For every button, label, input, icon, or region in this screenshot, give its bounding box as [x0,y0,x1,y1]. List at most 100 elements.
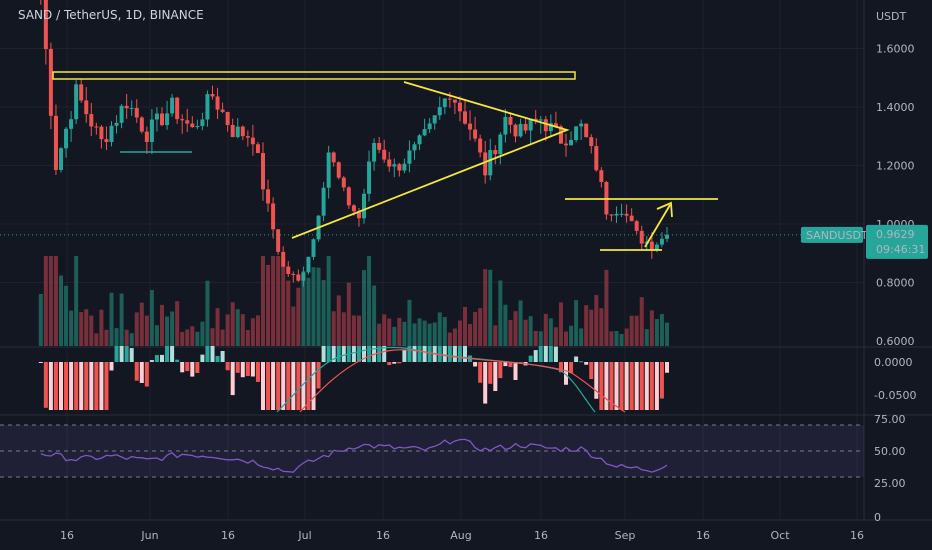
candle-body [104,139,109,143]
macd-histogram-bar [235,362,240,373]
macd-histogram-bar [301,362,306,410]
candle-body [377,143,382,150]
macd-histogram-bar [220,350,225,362]
rsi-axis-tick: 0 [874,511,881,524]
macd-histogram-bar [104,362,109,410]
candle-body [528,118,533,131]
volume-bar [38,294,43,346]
macd-histogram-bar [649,362,654,410]
candle-body [190,123,195,128]
candle-body [452,99,457,103]
macd-histogram-bar [165,346,170,362]
volume-bar [457,320,462,346]
volume-bar [154,325,159,346]
volume-bar [427,323,432,346]
volume-bar [321,280,326,346]
macd-histogram-bar [594,362,599,399]
macd-histogram-bar [397,362,402,364]
macd-histogram-bar [134,362,139,381]
macd-histogram-bar [579,361,584,363]
candle-body [79,84,84,101]
macd-histogram-bar [513,362,518,380]
macd-histogram-bar [69,362,74,410]
macd-histogram-bar [452,346,457,362]
candle-body [220,109,225,112]
symbol-label [801,226,863,243]
volume-bar [165,316,170,346]
price-axis-unit: USDT [876,10,907,23]
macd-histogram-bar [245,362,250,376]
candle-body [200,119,205,126]
candle-body [271,203,276,230]
volume-bar [609,331,614,346]
volume-bar [316,267,321,346]
candle-body [215,96,220,110]
macd-histogram-bar [548,346,553,362]
volume-bar [412,323,417,346]
rsi-axis-tick: 25.00 [874,477,906,490]
volume-bar [286,280,291,346]
volume-bar [185,329,190,346]
volume-bar [604,269,609,346]
volume-bar [447,332,452,346]
candle-body [417,135,422,145]
volume-bar [579,328,584,346]
candle-body [589,137,594,147]
candle-body [654,244,659,251]
volume-bar [240,314,245,346]
volume-bar [255,315,260,346]
volume-bar [538,331,543,346]
candle-body [180,119,185,121]
macd-histogram-bar [261,362,265,410]
candle-body [235,126,240,138]
macd-histogram-bar [473,362,478,367]
volume-bar [306,277,311,346]
candle-body [649,241,654,251]
macd-histogram-bar [175,359,180,362]
volume-bar [89,315,94,346]
candle-body [84,100,89,115]
volume-bar [84,309,89,346]
macd-histogram-bar [94,362,99,410]
macd-histogram-bar [240,362,245,378]
volume-bar [245,329,250,346]
volume-bar [614,330,619,346]
volume-bar [341,312,346,346]
volume-bar [367,256,372,346]
bar-countdown: 09:46:31 [876,243,925,256]
volume-bar [518,300,523,346]
macd-histogram-bar [639,362,644,410]
macd-histogram-bar [119,346,124,362]
macd-histogram-bar [84,362,89,410]
candle-body [195,125,200,128]
volume-bar [94,333,99,346]
macd-histogram-bar [316,362,321,389]
volume-bar [478,308,483,346]
candle-body [463,111,467,124]
candle-body [362,193,366,219]
volume-bar [377,323,382,346]
macd-histogram-bar [533,350,538,362]
candle-body [473,129,478,139]
time-axis-tick: 16 [60,529,74,542]
time-axis-tick: Oct [770,529,790,542]
macd-histogram-bar [574,356,579,362]
macd-histogram-bar [498,362,503,379]
time-axis-tick: Aug [450,529,471,542]
volume-bar [109,292,114,346]
macd-histogram-bar [129,348,134,362]
macd-histogram-bar [64,362,69,410]
macd-histogram-bar [250,362,255,377]
candle-body [574,126,579,140]
macd-histogram-bar [225,362,230,371]
macd-histogram-bar [291,362,296,410]
candle-body [564,143,568,146]
macd-histogram-bar [321,346,326,362]
volume-bar [59,275,63,346]
volume-bar [235,309,240,346]
candle-body [584,123,589,138]
candle-body [341,177,346,188]
macd-histogram-bar [634,362,639,410]
volume-bar [619,333,624,346]
